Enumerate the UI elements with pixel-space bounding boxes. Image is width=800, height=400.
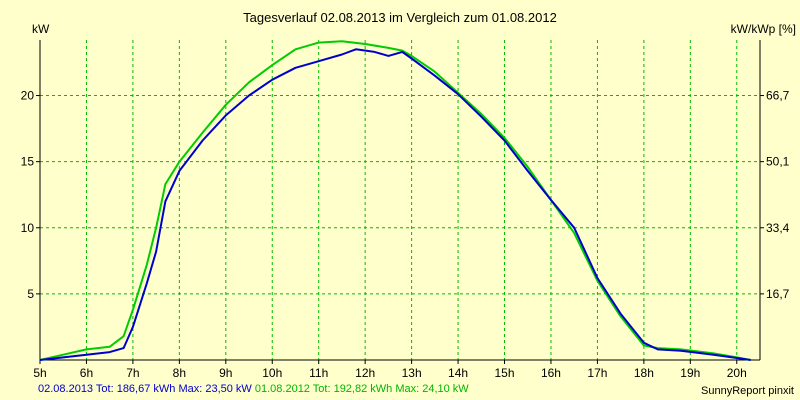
series-line-02-08-2013 (39, 48, 751, 361)
brand-credit: SunnyReport pinxit (701, 385, 794, 397)
y-tick-label-right: 33,4 (766, 221, 790, 235)
y-axis-label-right: kW/kWp [%] (731, 22, 796, 36)
x-tick-label: 14h (448, 366, 468, 380)
y-tick-label-left: 10 (21, 221, 35, 235)
x-tick-label: 15h (495, 366, 515, 380)
x-tick-label: 7h (126, 366, 139, 380)
series-line-01-08-2012 (39, 40, 751, 361)
x-tick-label: 20h (727, 366, 747, 380)
plot-area: 5h 6h 7h 8h 9h 10h 11h 12h 13h 14h 15h 16h 17h 18h 19h… (21, 40, 790, 380)
y-axis-label-left: kW (32, 22, 50, 36)
x-tick-label: 9h (219, 366, 232, 380)
x-tick-label: 13h (402, 366, 422, 380)
legend-series-2012: 01.08.2012 Tot: 192,82 kWh Max: 24,10 kW (254, 383, 469, 395)
chart-legend-footer: 02.08.2013 Tot: 186,67 kWh Max: 23,50 kW… (38, 383, 469, 395)
y-tick-label-right: 50,1 (766, 155, 790, 169)
y-tick-label-left: 5 (27, 287, 34, 301)
x-tick-label: 17h (587, 366, 607, 380)
y-tick-label-left: 15 (21, 155, 35, 169)
x-tick-label: 8h (173, 366, 186, 380)
plot-background (40, 40, 760, 360)
y-tick-label-right: 16,7 (766, 287, 790, 301)
x-tick-label: 19h (680, 366, 700, 380)
x-tick-label: 6h (80, 366, 93, 380)
x-tick-label: 18h (634, 366, 654, 380)
x-tick-label: 10h (262, 366, 282, 380)
x-tick-label: 12h (355, 366, 375, 380)
x-tick-label: 16h (541, 366, 561, 380)
legend-series-2013: 02.08.2013 Tot: 186,67 kWh Max: 23,50 kW (38, 383, 252, 395)
x-tick-label: 11h (309, 366, 328, 380)
y-tick-label-left: 20 (21, 89, 35, 103)
x-tick-label: 5h (33, 366, 46, 380)
y-tick-label-right: 66,7 (766, 89, 790, 103)
chart-title: Tagesverlauf 02.08.2013 im Vergleich zum… (243, 10, 557, 25)
